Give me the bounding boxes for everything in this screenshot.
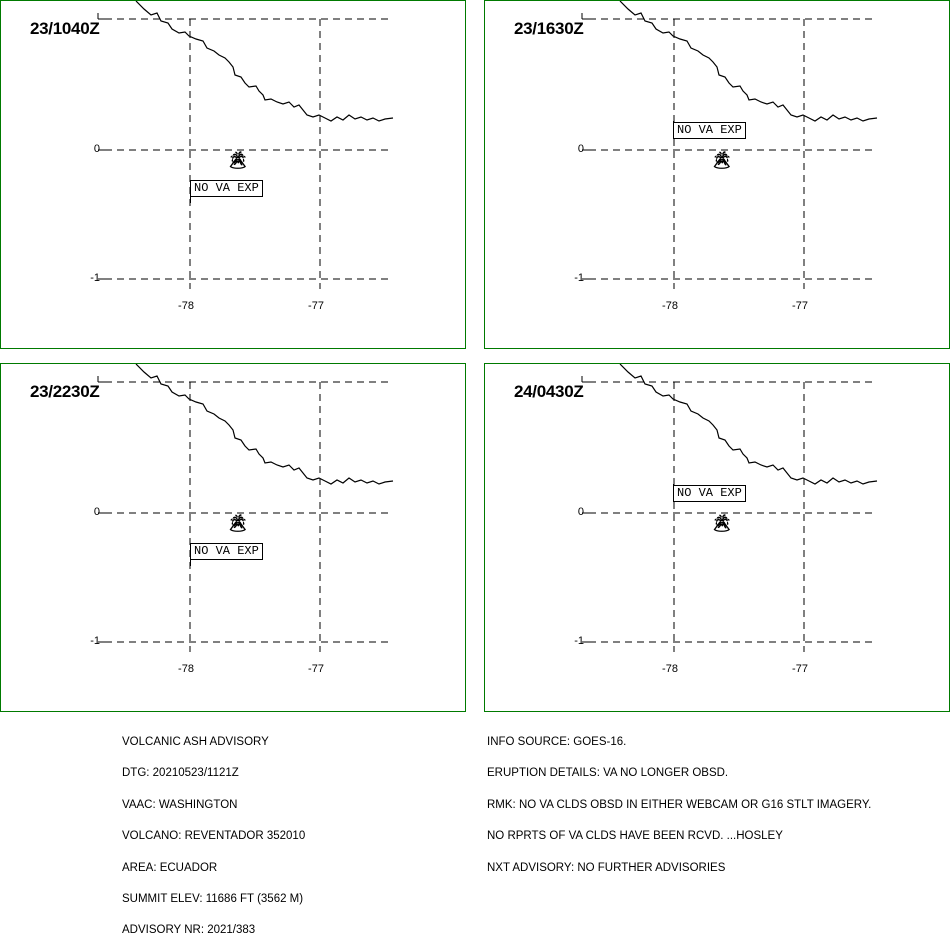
lon-label-minus77: -77 [792,300,808,312]
map-panel-4: 24/0430Z 0 -1 -78 -77 🌋︎ NO VA EXP [484,363,950,712]
advisory-right: INFO SOURCE: GOES-16. ERUPTION DETAILS: … [487,716,871,883]
map-panel-3: 23/2230Z 0 -1 -78 -77 🌋︎ NO VA EXP [0,363,466,712]
advisory-line: RMK: NO VA CLDS OBSD IN EITHER WEBCAM OR… [487,798,872,811]
advisory-line: NXT ADVISORY: NO FURTHER ADVISORIES [487,861,726,874]
ash-label: NO VA EXP [190,543,263,560]
lat-label-0: 0 [93,506,100,518]
advisory-line: ADVISORY NR: 2021/383 [122,924,256,937]
lat-label-minus1: -1 [90,272,100,284]
map-panel-1: 23/1040Z 0 -1 -78 -77 🌋︎ NO VA EXP [0,0,466,349]
volcano-icon: 🌋︎ [227,514,249,533]
coastline [619,1,878,122]
coastline [619,364,878,485]
coastline [135,364,394,485]
panel-time: 23/1630Z [514,19,584,38]
volcano-icon: 🌋︎ [711,514,733,533]
lon-label-minus78: -78 [178,663,194,675]
lon-label-minus78: -78 [662,300,678,312]
lon-label-minus78: -78 [178,300,194,312]
volcano-icon: 🌋︎ [711,151,733,170]
lon-label-minus77: -77 [308,300,324,312]
panel-time: 23/2230Z [30,382,100,401]
lat-label-0: 0 [93,143,100,155]
lat-label-minus1: -1 [90,635,100,647]
advisory-line: VOLCANIC ASH ADVISORY [122,736,269,748]
ash-label: NO VA EXP [673,485,746,502]
advisory-line: ERUPTION DETAILS: VA NO LONGER OBSD. [487,767,729,780]
coastline [135,1,394,122]
panel-time: 23/1040Z [30,19,100,38]
map-graphics [581,1,878,289]
advisory-line: DTG: 20210523/1121Z [122,767,239,780]
ash-label: NO VA EXP [190,180,263,197]
volcano-icon: 🌋︎ [227,151,249,170]
lat-label-0: 0 [577,506,584,518]
advisory-line: NO RPRTS OF VA CLDS HAVE BEEN RCVD. ...H… [487,830,783,843]
map-graphics [97,1,394,289]
lon-label-minus77: -77 [308,663,324,675]
advisory-line: VOLCANO: REVENTADOR 352010 [122,830,306,843]
lat-label-0: 0 [577,143,584,155]
lat-label-minus1: -1 [574,635,584,647]
map-graphics [581,364,878,652]
panel-time: 24/0430Z [514,382,584,401]
map-graphics [97,364,394,652]
advisory-line: SUMMIT ELEV: 11686 FT (3562 M) [122,892,304,905]
lon-label-minus78: -78 [662,663,678,675]
lat-label-minus1: -1 [574,272,584,284]
map-panel-2: 23/1630Z 0 -1 -78 -77 🌋︎ NO VA EXP [484,0,950,349]
advisory-line: AREA: ECUADOR [122,861,218,874]
advisory-line: INFO SOURCE: GOES-16. [487,736,627,748]
advisory-left: VOLCANIC ASH ADVISORY DTG: 20210523/1121… [122,716,305,946]
advisory-line: VAAC: WASHINGTON [122,798,238,811]
lon-label-minus77: -77 [792,663,808,675]
ash-label: NO VA EXP [673,122,746,139]
